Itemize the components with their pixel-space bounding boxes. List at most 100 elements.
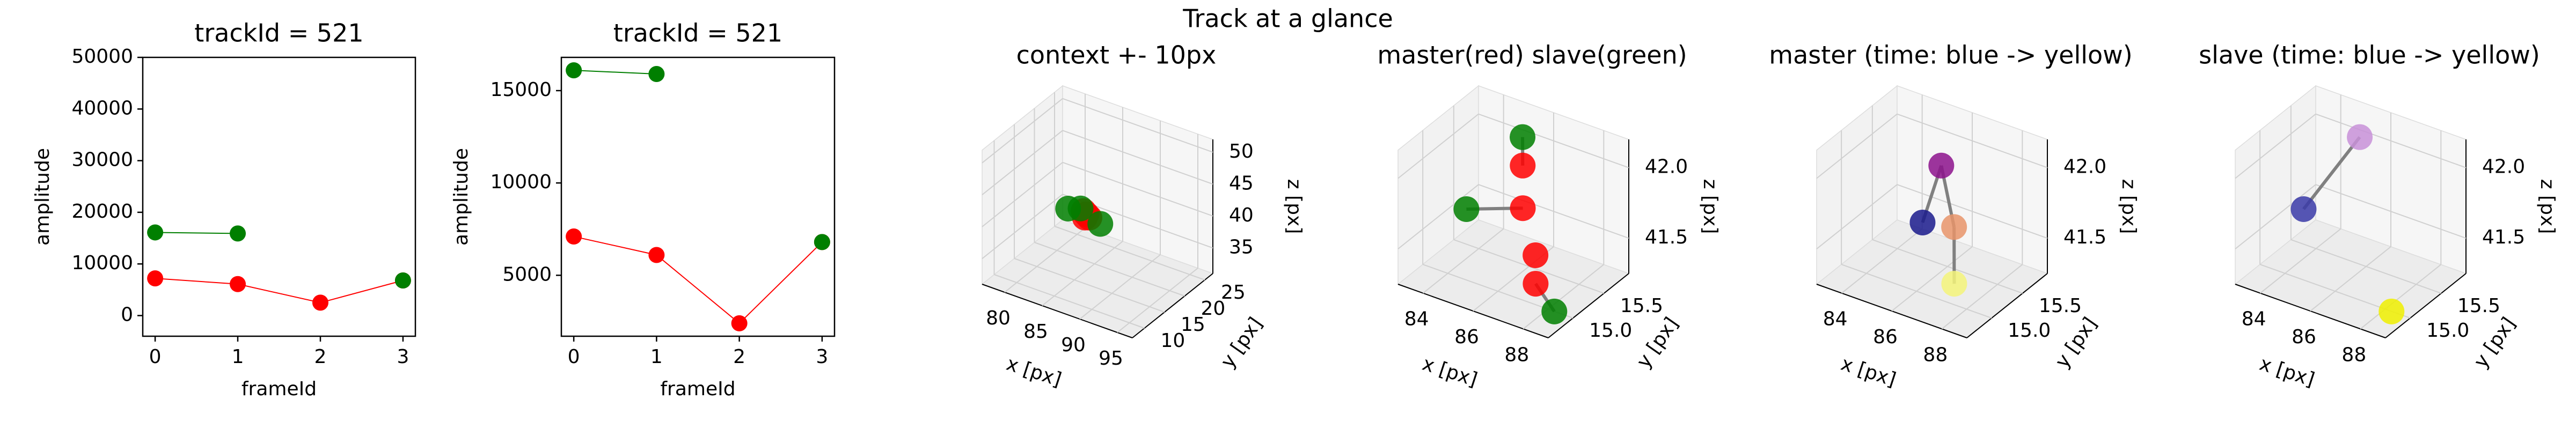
grid-line xyxy=(1816,184,1898,249)
z-axis-label: z [px] xyxy=(2536,179,2558,234)
x-tick-label: 88 xyxy=(2341,344,2366,366)
y-axis-label: amplitude xyxy=(32,148,54,246)
chart-title: context +- 10px xyxy=(1016,41,1217,70)
y-axis-label: amplitude xyxy=(450,148,472,246)
z-axis-label: z [px] xyxy=(2118,179,2140,234)
x-axis-label: frameId xyxy=(241,378,317,400)
chart-title: master(red) slave(green) xyxy=(1377,41,1687,70)
grid-line xyxy=(1841,228,1923,294)
grid-line xyxy=(1062,161,1213,217)
grid-line xyxy=(1397,113,1479,179)
data-point xyxy=(394,272,411,289)
x-tick-label: 84 xyxy=(1823,308,1848,330)
data-point xyxy=(566,228,582,245)
y-axis-label: y [px] xyxy=(2470,313,2520,372)
suptitle: Track at a glance xyxy=(1182,4,1393,33)
grid-line xyxy=(1117,268,1198,333)
data-point xyxy=(814,234,830,250)
x-axis-label: frameId xyxy=(660,378,735,400)
x-tick-label: 2 xyxy=(733,346,745,368)
x-tick-label: 1 xyxy=(232,346,244,368)
z-axis-label: z [px] xyxy=(1699,179,1721,234)
grid-line xyxy=(1478,113,1629,168)
x-tick-label: 88 xyxy=(1923,344,1948,366)
grid-line xyxy=(1816,113,1898,179)
data-point xyxy=(1510,152,1536,179)
data-point xyxy=(648,247,665,263)
data-point xyxy=(1055,196,1081,222)
x-tick-label: 85 xyxy=(1023,321,1048,343)
data-point xyxy=(731,315,748,331)
chart-title: trackId = 521 xyxy=(194,19,363,48)
y-axis-label: y [px] xyxy=(1633,313,1683,372)
x-tick-label: 3 xyxy=(816,346,828,368)
data-point xyxy=(147,270,164,287)
grid-line xyxy=(2310,246,2391,312)
x-tick-label: 3 xyxy=(397,346,409,368)
x-tick-label: 86 xyxy=(1873,326,1898,348)
z-tick-label: 40 xyxy=(1229,204,1254,226)
y-tick-label: 10000 xyxy=(71,252,133,274)
grid-line xyxy=(2290,239,2442,294)
x-axis-label: x [px] xyxy=(2257,353,2317,391)
x-axis-label: x [px] xyxy=(1838,353,1899,391)
z-tick-label: 41.5 xyxy=(2063,226,2106,248)
y-tick-label: 25 xyxy=(1221,282,1246,304)
data-point xyxy=(566,62,582,79)
x-tick-label: 84 xyxy=(2242,308,2266,330)
z-tick-label: 45 xyxy=(1229,172,1254,194)
data-point xyxy=(2347,124,2373,150)
z-axis-label: z [px] xyxy=(1283,179,1305,234)
y-tick-label: 15 xyxy=(1181,314,1205,336)
z-tick-label: 41.5 xyxy=(1645,226,1688,248)
x-tick-label: 1 xyxy=(650,346,663,368)
data-point xyxy=(147,224,164,241)
y-tick-label: 15.0 xyxy=(2426,320,2469,342)
y-tick-label: 20000 xyxy=(71,201,133,223)
x-tick-label: 2 xyxy=(314,346,327,368)
data-point xyxy=(230,225,246,242)
y-tick-label: 15.5 xyxy=(2039,295,2082,317)
y-tick-label: 15.0 xyxy=(2008,320,2051,342)
grid-line xyxy=(1478,184,1629,239)
x-tick-label: 80 xyxy=(986,307,1011,329)
data-point xyxy=(1510,195,1536,221)
grid-line xyxy=(1891,246,1973,312)
y-tick-label: 10000 xyxy=(490,171,552,193)
x-axis-label: x [px] xyxy=(1004,353,1064,391)
grid-line xyxy=(1054,226,1205,280)
data-point xyxy=(1453,196,1480,222)
y-tick-label: 10 xyxy=(1161,330,1185,352)
y-tick-label: 0 xyxy=(121,304,133,326)
grid-line xyxy=(1941,264,2023,330)
grid-line xyxy=(994,274,1145,329)
grid-line xyxy=(1897,184,2048,239)
y-axis-line xyxy=(2385,273,2467,338)
grid-line xyxy=(982,130,1063,196)
x-tick-label: 95 xyxy=(1099,347,1123,369)
y-tick-label: 15000 xyxy=(490,79,552,101)
grid-line xyxy=(982,162,1063,227)
data-point xyxy=(648,65,665,82)
x-tick-label: 90 xyxy=(1061,334,1086,356)
x-axis-line xyxy=(982,284,1133,338)
data-point xyxy=(2379,298,2405,324)
plot-frame xyxy=(142,56,416,337)
plot-frame xyxy=(560,56,836,337)
grid-line xyxy=(1042,241,1123,306)
data-point xyxy=(1928,152,1955,179)
y-tick-label: 5000 xyxy=(502,263,552,285)
data-point xyxy=(1909,209,1936,235)
grid-line xyxy=(1423,228,1504,294)
data-point xyxy=(312,294,328,311)
data-point xyxy=(1523,271,1549,297)
z-tick-label: 50 xyxy=(1229,140,1254,162)
x-axis-label: x [px] xyxy=(1419,353,1480,391)
connector xyxy=(2302,136,2361,210)
x-tick-label: 88 xyxy=(1504,344,1529,366)
y-tick-label: 50000 xyxy=(71,46,133,68)
grid-line xyxy=(1004,227,1086,293)
x-tick-label: 0 xyxy=(568,346,580,368)
grid-line xyxy=(2315,113,2467,168)
grid-line xyxy=(982,98,1063,164)
